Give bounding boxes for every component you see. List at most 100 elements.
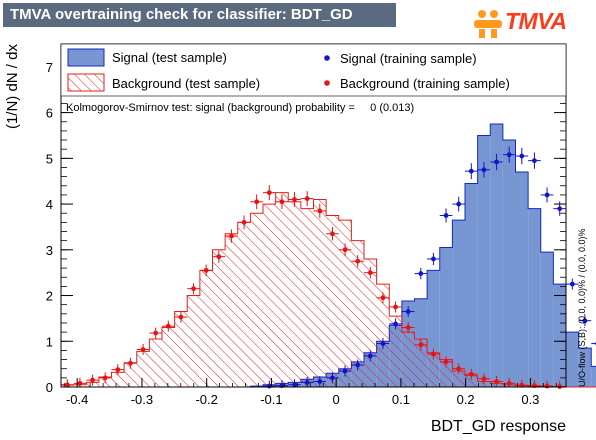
signal-test-bar — [477, 135, 491, 387]
background-training-point — [73, 377, 87, 387]
signal-training-point — [439, 208, 453, 223]
background-test-bar — [414, 338, 428, 387]
background-test-bar — [199, 270, 213, 387]
legend-label-signal-test: Signal (test sample) — [112, 50, 227, 65]
signal-training-point — [591, 341, 596, 346]
signal-test-bar — [578, 348, 592, 387]
background-training-point — [389, 301, 402, 313]
legend-box — [60, 43, 567, 97]
background-test-bar — [452, 370, 465, 387]
signal-training-point — [502, 146, 516, 163]
signal-test-bar — [528, 208, 541, 387]
background-test-bar — [174, 311, 188, 387]
background-training-point — [477, 373, 491, 385]
background-training-point — [452, 363, 465, 375]
background-training-point — [237, 215, 251, 230]
x-tick-label: -0.3 — [131, 392, 153, 407]
y-tick-label: 3 — [46, 243, 53, 258]
tmva-logo-text: TMVA — [505, 8, 567, 34]
signal-training-point — [326, 372, 339, 384]
legend-marker-background-train — [324, 80, 330, 86]
y-tick-label: 2 — [46, 289, 53, 304]
background-training-point — [86, 374, 99, 386]
y-tick-label: 7 — [46, 60, 53, 75]
y-tick-label: 6 — [46, 106, 53, 121]
background-test-bar — [149, 338, 162, 387]
signal-training-points — [263, 146, 596, 389]
y-tick-label: 4 — [46, 197, 53, 212]
background-test-bar — [111, 372, 125, 387]
signal-training-point — [578, 315, 592, 327]
background-test-bar — [275, 192, 289, 387]
background-test-bar — [187, 295, 200, 387]
background-training-point — [136, 344, 150, 355]
signal-test-bar — [452, 220, 465, 387]
signal-training-point — [313, 376, 327, 387]
signal-training-point — [389, 318, 402, 330]
x-axis-label: BDT_GD response — [431, 418, 566, 435]
background-training-point — [250, 194, 263, 210]
background-test-bar — [401, 332, 415, 387]
signal-training-point — [364, 350, 377, 362]
background-training-point — [401, 322, 415, 334]
tmva-logo — [474, 10, 502, 38]
legend: Signal (test sample) Background (test sa… — [60, 43, 567, 97]
background-training-point — [111, 364, 125, 376]
signal-training-point — [351, 359, 364, 371]
x-tick-label: 0.3 — [521, 392, 539, 407]
background-test-bar — [263, 204, 276, 387]
background-test-bar — [250, 213, 263, 387]
background-training-point — [275, 194, 289, 210]
x-tick-label: -0.4 — [66, 392, 88, 407]
background-test-bar — [376, 284, 390, 387]
background-training-point — [61, 379, 74, 388]
background-test-bar — [237, 222, 251, 387]
background-training-point — [98, 372, 112, 384]
background-training-point — [174, 311, 188, 323]
signal-training-point — [414, 267, 428, 280]
x-tick-label: -0.2 — [195, 392, 217, 407]
background-training-point — [162, 320, 175, 332]
signal-test-bar — [540, 252, 554, 387]
background-test-bar — [162, 327, 175, 387]
background-training-point — [313, 203, 327, 219]
signal-training-point — [338, 365, 352, 377]
background-test-bar — [326, 215, 339, 387]
signal-training-point — [401, 306, 415, 318]
background-training-point — [427, 348, 440, 360]
background-test-bar — [225, 233, 238, 387]
logo-figure-icon — [474, 10, 502, 38]
signal-training-point — [376, 338, 390, 350]
background-training-point — [300, 191, 314, 207]
ks-test-text: Kolmogorov-Smirnov test: signal (backgro… — [66, 102, 414, 114]
background-training-point — [225, 229, 238, 243]
signal-training-point — [566, 278, 579, 290]
background-training-point — [364, 266, 377, 279]
background-training-point — [288, 192, 301, 207]
background-training-point — [465, 368, 478, 380]
signal-training-point — [490, 153, 503, 171]
background-training-point — [338, 243, 352, 257]
legend-swatch-signal-test — [67, 48, 105, 67]
signal-test-bar — [553, 284, 566, 387]
x-tick-label: 0.1 — [392, 392, 410, 407]
background-training-point — [502, 377, 516, 387]
signal-test-bar — [502, 140, 516, 387]
signal-test-bar — [490, 124, 503, 388]
signal-training-point — [465, 163, 478, 180]
background-test-bar — [465, 375, 478, 387]
background-test-bar — [136, 351, 150, 387]
background-training-point — [187, 283, 200, 295]
overflow-text: U/O-flow (S,B): (0.0, 0.0)% / (0.0, 0.0)… — [577, 228, 587, 387]
legend-label-background-train: Background (training sample) — [340, 76, 510, 91]
y-axis-label: (1/N) dN / dx — [4, 44, 21, 130]
plot-title: TMVA overtraining check for classifier: … — [3, 3, 396, 27]
signal-test-bar — [566, 332, 579, 387]
y-tick-label: 0 — [46, 380, 53, 395]
background-training-point — [376, 292, 390, 304]
background-training-points — [61, 185, 566, 389]
signal-training-point — [515, 147, 529, 165]
background-training-point — [149, 327, 162, 339]
signal-test-bar — [439, 247, 453, 387]
